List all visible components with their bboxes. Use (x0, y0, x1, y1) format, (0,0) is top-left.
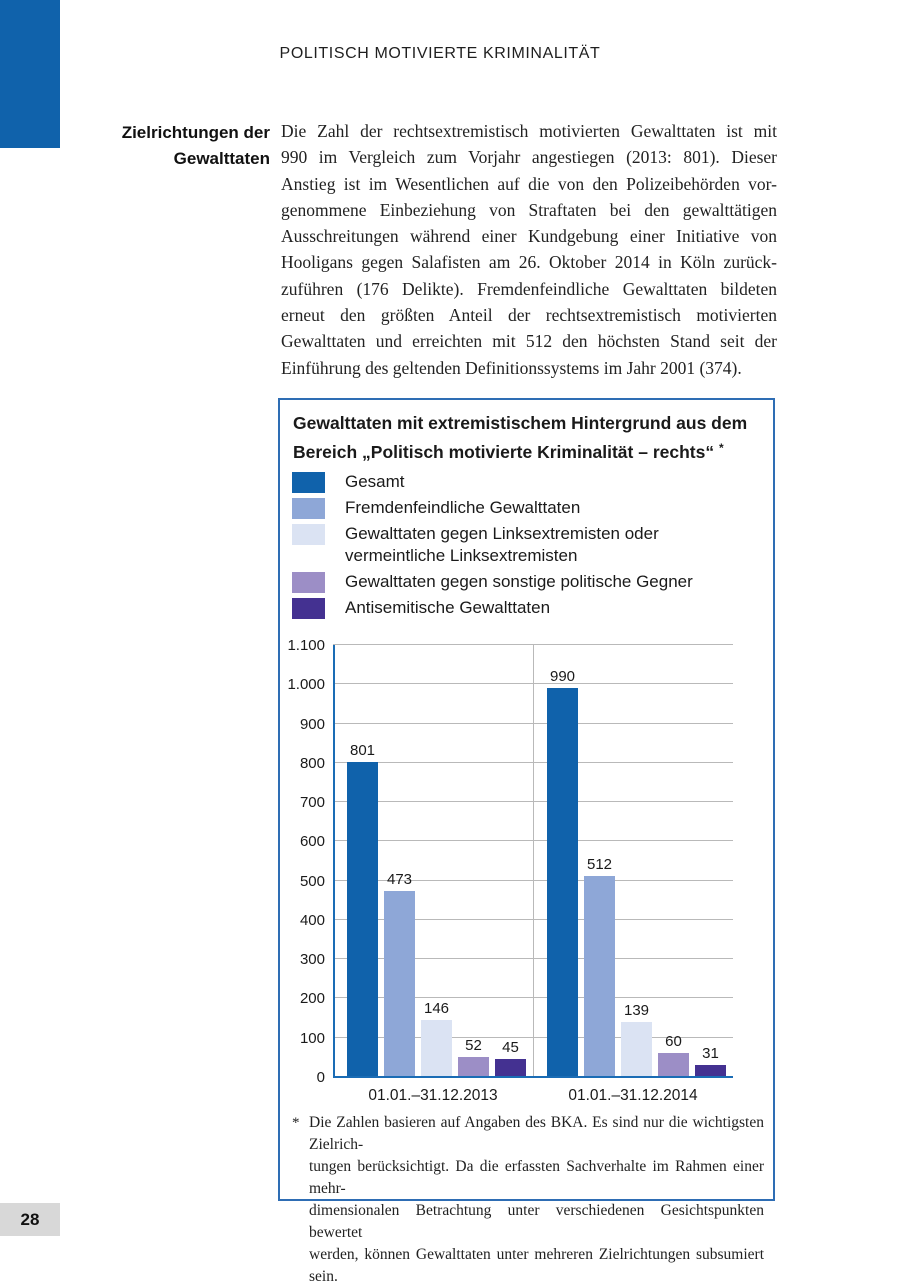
text-line: Hooligans gegen Salafisten am 26. Oktobe… (281, 252, 777, 273)
text-line: dimensionalen Betrachtung unter verschie… (309, 1202, 764, 1241)
margin-topic-label-line1: Zielrichtungen der (121, 123, 270, 142)
y-axis-line (333, 645, 335, 1077)
bar-3-1 (658, 1053, 689, 1077)
y-axis-tick-label: 900 (299, 715, 325, 733)
bar-value-label: 473 (386, 871, 413, 888)
bar-value-label: 146 (423, 1000, 450, 1017)
figure-title-line1: Gewalttaten mit extremistischem Hintergr… (293, 413, 748, 433)
legend-label: Antisemitische Gewalttaten (345, 598, 551, 617)
legend-item: Gesamt (292, 471, 763, 493)
bar-0-1 (547, 688, 578, 1077)
y-axis-tick-label: 400 (299, 911, 325, 929)
x-axis-baseline (333, 1076, 733, 1078)
y-axis-tick-label: 500 (299, 872, 325, 890)
y-axis-tick-label: 1.100 (287, 637, 325, 654)
page-number: 28 (20, 1209, 40, 1229)
bar-2-0 (421, 1020, 452, 1077)
text-line: tungen berücksichtigt. Da die erfassten … (309, 1158, 764, 1197)
footnote-marker: * (292, 1115, 300, 1131)
bar-value-label: 139 (623, 1002, 650, 1019)
y-axis-tick-label: 100 (299, 1029, 325, 1047)
footnote-text: Die Zahlen basieren auf Angaben des BKA.… (309, 1112, 764, 1288)
y-axis-tick-label: 0 (316, 1069, 325, 1086)
bar-1-0 (384, 891, 415, 1077)
margin-topic-label: Zielrichtungen der Gewalttaten (60, 120, 270, 173)
y-axis-tick-label: 300 (299, 951, 325, 969)
bar-value-label: 52 (465, 1037, 482, 1054)
chart-plot-area: 0 100 200 300 400 500 600 700 800 900 1.000 1.100 80… (287, 637, 733, 1104)
x-axis-category-label: 01.01.–31.12.2013 (368, 1087, 498, 1104)
bar-value-label: 31 (702, 1045, 719, 1062)
bar-4-1 (695, 1065, 726, 1077)
y-axis-tick-label: 600 (299, 833, 325, 851)
text-line: Gewalttaten und erreichten mit 512 den h… (281, 331, 777, 352)
text-line: Anstieg ist im Wesentlichen auf die von … (281, 173, 777, 194)
text-line: Ausschreitungen während einer Kundgebung… (281, 226, 777, 247)
bar-1-1 (584, 876, 615, 1077)
body-paragraph: Die Zahl der rechtsextremistisch motivie… (281, 118, 777, 381)
y-axis-tick-label: 200 (299, 990, 325, 1008)
margin-topic-label-line2: Gewalttaten (173, 149, 270, 169)
y-axis-tick-label: 700 (299, 794, 325, 812)
page-number-box: 28 (0, 1203, 60, 1236)
legend-item: Fremdenfeindliche Gewalttaten (292, 497, 763, 519)
figure-box: Gewalttaten mit extremistischem Hintergr… (278, 398, 775, 1285)
bar-value-label: 45 (502, 1039, 519, 1056)
bar-value-label: 60 (665, 1033, 682, 1050)
bar-0-0 (347, 762, 378, 1077)
bar-2-1 (621, 1022, 652, 1077)
y-axis-tick-label: 800 (299, 754, 325, 772)
bar-3-0 (458, 1057, 489, 1077)
legend-swatch-icon (292, 498, 325, 519)
bar-value-label: 801 (349, 742, 376, 759)
bar-chart: 0 100 200 300 400 500 600 700 800 900 1.000 1.100 80… (280, 637, 740, 1110)
text-line: Die Zahlen basieren auf Angaben des BKA.… (309, 1114, 764, 1153)
running-header: POLITISCH MOTIVIERTE KRIMINALITÄT (279, 45, 601, 62)
footnote-marker: * (718, 441, 724, 455)
legend-label: Gesamt (345, 472, 405, 491)
text-line: zuführen (176 Delikte). Fremdenfeindlich… (281, 278, 777, 299)
figure-title: Gewalttaten mit extremistischem Hintergr… (293, 411, 763, 465)
legend-label: Gewalttaten gegen sonstige politische Ge… (345, 572, 693, 591)
legend-item: Gewalttaten gegen Linksextremisten oder … (292, 523, 763, 567)
figure-footnote: * Die Zahlen basieren auf Angaben des BK… (292, 1112, 764, 1288)
page-corner-accent (0, 0, 60, 148)
group-divider-line (533, 645, 534, 1077)
text-line: 990 im Vergleich zum Vorjahr angestiegen… (281, 147, 777, 168)
legend-swatch-icon (292, 472, 325, 493)
text-line: werden, können Gewalttaten unter mehrere… (309, 1246, 764, 1285)
text-line: Die Zahl der rechtsextremistisch motivie… (281, 121, 777, 141)
legend-swatch-icon (292, 598, 325, 619)
text-line: genommene Einbeziehung von Straftaten be… (281, 199, 777, 220)
text-line: erneut den größten Anteil der rechtsextr… (281, 305, 777, 326)
bar-value-label: 512 (586, 856, 613, 873)
bar-value-label: 990 (549, 668, 576, 685)
legend-label: Gewalttaten gegen Linksextremisten oder … (345, 524, 659, 565)
legend-label: Fremdenfeindliche Gewalttaten (345, 498, 581, 517)
x-axis-category-label: 01.01.–31.12.2014 (568, 1087, 698, 1104)
y-axis-tick-label: 1.000 (287, 676, 325, 694)
legend-item: Gewalttaten gegen sonstige politische Ge… (292, 571, 763, 593)
legend-item: Antisemitische Gewalttaten (292, 597, 763, 619)
figure-title-line2: Bereich „Politisch motivierte Kriminalit… (293, 441, 724, 462)
text-line: Einführung des geltenden Definitionssyst… (281, 357, 742, 378)
chart-legend: Gesamt Fremdenfeindliche Gewalttaten Gewal… (292, 471, 763, 623)
bar-4-0 (495, 1059, 526, 1077)
legend-swatch-icon (292, 524, 325, 545)
legend-swatch-icon (292, 572, 325, 593)
gridline (333, 644, 733, 645)
